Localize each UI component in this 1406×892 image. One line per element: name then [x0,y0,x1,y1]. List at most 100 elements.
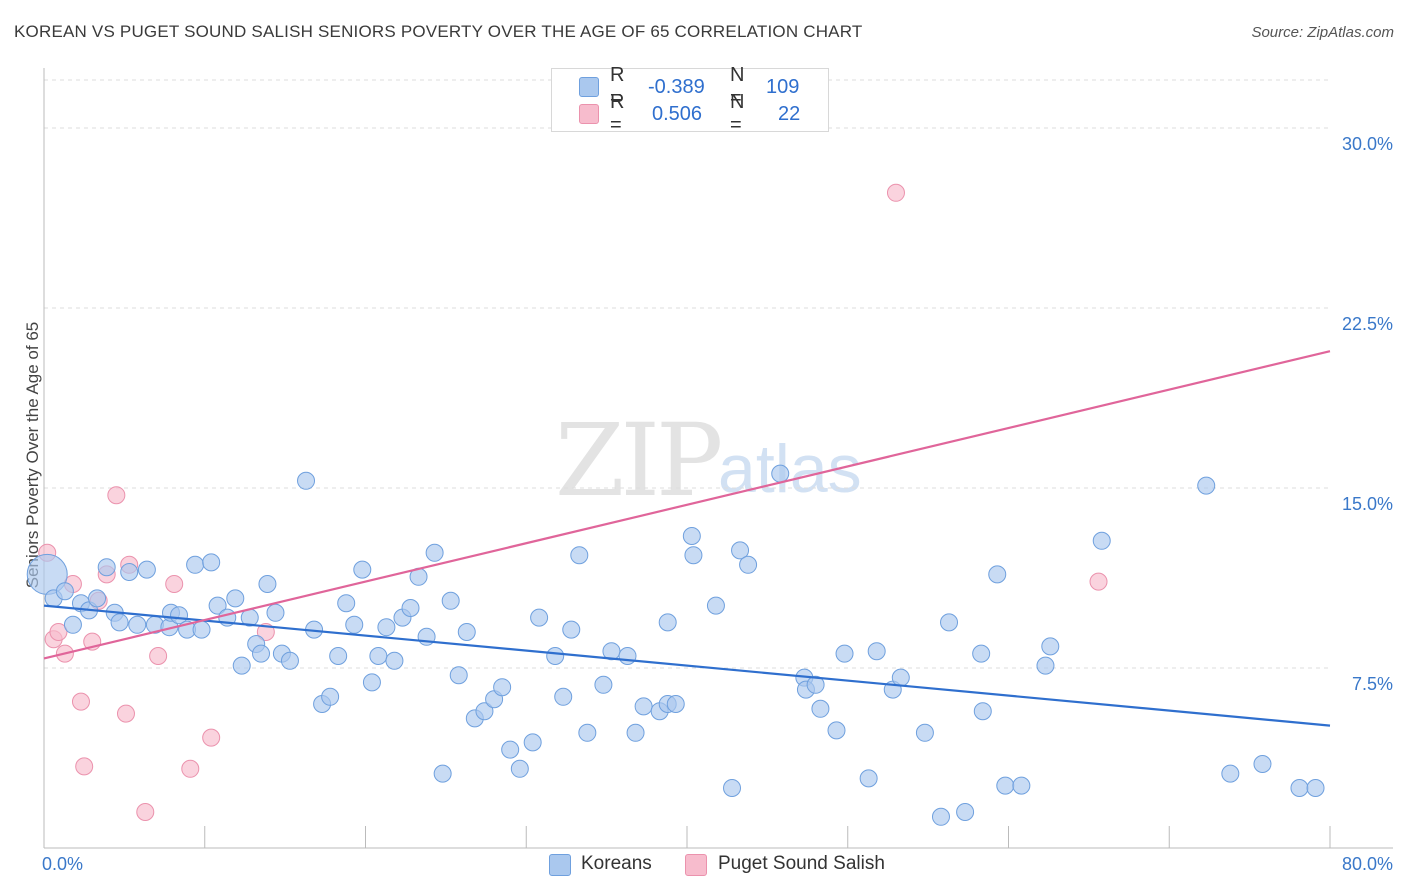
korean-point [706,596,725,615]
korean-point [252,644,271,663]
korean-point [618,647,637,665]
korean-point [475,702,494,721]
korean-point [562,620,581,639]
korean-point [1253,755,1272,773]
korean-point [956,803,975,821]
koreans-n-value: 109 [766,75,800,98]
korean-point [401,599,420,617]
salish-point [49,623,68,641]
series-legend: Koreans Puget Sound Salish [0,851,1406,877]
koreans-r-value: -0.389 [648,75,705,98]
salish-point [149,647,168,665]
korean-point [684,546,703,565]
salish-point [71,692,90,711]
korean-point [806,675,825,694]
korean-point [1306,779,1325,797]
salish-trend-line [43,350,1331,660]
koreans-swatch [579,77,599,97]
korean-point [266,603,285,622]
watermark-zip: ZIP [555,402,723,519]
salish-n-label: N = [730,91,745,136]
salish-r-value: 0.506 [652,102,703,125]
korean-point [1221,764,1240,783]
korean-point [433,764,452,783]
korean-point [362,673,381,692]
x-tick-label: 80.0% [1342,854,1393,874]
korean-point [570,546,589,565]
korean-point [1092,531,1111,550]
korean-point [97,558,116,577]
korean-point [634,697,653,716]
korean-point [988,565,1007,584]
korean-point [226,589,245,608]
korean-point [493,678,512,697]
salish-point [181,759,200,778]
y-tick-label: 15.0% [1342,494,1393,514]
korean-point [835,644,854,663]
korean-point [186,555,205,574]
korean-point [523,733,542,752]
korean-point [258,575,277,593]
korean-point [811,699,830,718]
korean-point [377,618,396,637]
korean-point [1041,637,1060,656]
y-tick-label: 30.0% [1342,134,1393,154]
korean-point [385,651,404,670]
salish-point [165,575,184,593]
korean-point [232,656,251,675]
korean-point [578,723,597,742]
korean-point [202,553,221,572]
y-tick-label: 7.5% [1352,674,1393,694]
y-axis-title: Seniors Poverty Over the Age of 65 [23,322,42,588]
korean-point [626,723,645,742]
korean-point [827,721,846,740]
korean-point [501,740,520,759]
korean-point [457,623,476,641]
korean-point [321,687,340,706]
korean-point [120,563,139,581]
korean-point [345,615,364,634]
korean-point [658,613,677,632]
salish-point [107,486,126,505]
korean-point [594,675,613,694]
korean-point [88,589,107,608]
korean-point [425,543,444,562]
salish-r-label: R = [610,91,625,136]
chart-title: KOREAN VS PUGET SOUND SALISH SENIORS POV… [14,22,863,41]
korean-point [867,642,886,661]
koreans-n-label: N = [730,64,745,109]
korean-point [1036,656,1055,675]
korean-point [940,613,959,632]
korean-point [55,582,74,601]
chart-source: Source: ZipAtlas.com [1251,24,1394,41]
korean-point [554,687,573,706]
korean-point [337,594,356,613]
korean-point [1290,779,1309,797]
koreans-legend-swatch [549,854,571,876]
korean-point [546,647,565,665]
korean-point [972,644,991,663]
korean-point [731,541,750,560]
salish-point [136,803,155,821]
salish-legend-swatch [685,854,707,876]
korean-point [682,527,701,545]
korean-point [297,471,316,490]
korean-point [110,613,129,632]
korean-point [973,702,992,721]
korean-point [1197,476,1216,495]
koreans-legend-label: Koreans [581,853,652,874]
y-tick-label: 22.5% [1342,314,1393,334]
salish-point [886,183,905,202]
korean-point [329,647,348,665]
korean-point [666,695,685,713]
correlation-legend: R = -0.389 N = 109 R = 0.506 N = 22 [551,64,829,136]
korean-point [1012,776,1031,795]
korean-trend-line [43,604,1331,727]
korean-point [859,769,878,788]
korean-point [192,620,211,639]
korean-point [353,560,372,579]
salish-swatch [579,104,599,124]
koreans-r-label: R = [610,64,625,109]
korean-point [530,608,549,627]
